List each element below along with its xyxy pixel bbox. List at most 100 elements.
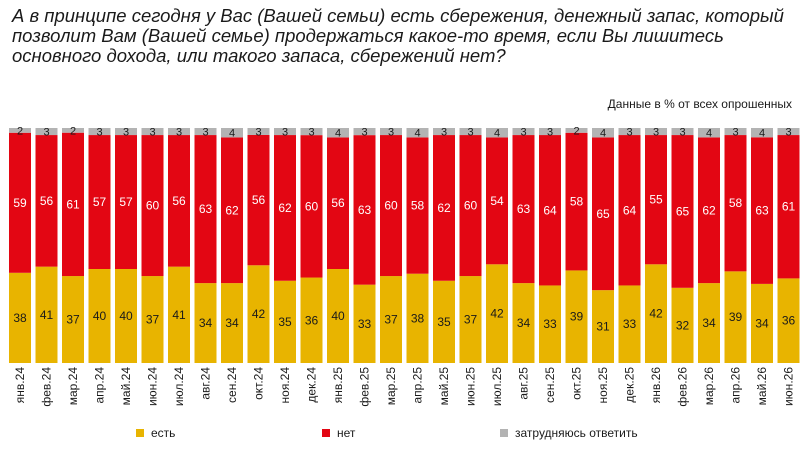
bar-segment-unsure bbox=[592, 128, 614, 138]
x-axis-labels: янв.24 фев.24 мар.24 апр.24 май.24 июн.24 июл.… bbox=[13, 367, 796, 407]
data-label-yes: 42 bbox=[490, 307, 504, 321]
bar-segment-unsure bbox=[698, 128, 720, 138]
bar-segment-unsure bbox=[406, 128, 429, 138]
data-label-no: 58 bbox=[411, 199, 425, 213]
data-label-unsure: 3 bbox=[255, 126, 261, 138]
bar-segment-unsure bbox=[539, 128, 561, 136]
bar-segment-unsure bbox=[380, 128, 402, 136]
data-label-no: 63 bbox=[358, 203, 372, 217]
legend-swatch-yes bbox=[136, 429, 144, 437]
bar-segment-yes bbox=[115, 269, 137, 363]
bar-segment-yes bbox=[539, 285, 561, 363]
legend-item-unsure: затрудняюсь ответить bbox=[500, 426, 638, 440]
data-label-unsure: 3 bbox=[43, 127, 49, 139]
bar-segment-no bbox=[777, 135, 800, 279]
bar-segment-no bbox=[645, 135, 667, 265]
data-label-unsure: 3 bbox=[441, 127, 447, 139]
bar-segment-no bbox=[168, 135, 190, 267]
data-label-yes: 38 bbox=[411, 311, 425, 325]
bar-segment-no bbox=[486, 137, 508, 265]
legend-label-no: нет bbox=[337, 426, 356, 440]
bar-segment-no bbox=[433, 135, 455, 281]
data-label-no: 64 bbox=[543, 203, 557, 217]
bar-segment-unsure bbox=[645, 128, 667, 136]
x-tick-label: сен.25 bbox=[543, 367, 557, 403]
data-label-unsure: 3 bbox=[149, 127, 155, 139]
bar-segment-no bbox=[62, 132, 84, 277]
bar-segment-no bbox=[35, 135, 58, 267]
data-label-no: 63 bbox=[755, 204, 769, 218]
data-label-no: 64 bbox=[623, 203, 637, 217]
data-label-yes: 37 bbox=[464, 313, 478, 327]
data-label-unsure: 4 bbox=[759, 128, 765, 140]
bar-segment-yes bbox=[221, 283, 243, 363]
bar-segment-no bbox=[327, 137, 349, 269]
bar-segment-yes bbox=[592, 290, 614, 363]
bar-segment-yes bbox=[406, 273, 429, 363]
data-label-no: 57 bbox=[119, 195, 133, 209]
data-label-no: 56 bbox=[252, 193, 266, 207]
bar-segment-no bbox=[88, 135, 111, 269]
data-label-yes: 35 bbox=[278, 315, 292, 329]
x-tick-label: авг.24 bbox=[199, 367, 213, 400]
data-label-yes: 40 bbox=[119, 309, 133, 323]
x-tick-label: дек.24 bbox=[305, 367, 319, 403]
data-label-unsure: 3 bbox=[785, 127, 791, 139]
data-label-yes: 32 bbox=[676, 318, 690, 332]
data-label-no: 56 bbox=[172, 194, 186, 208]
bar-segment-unsure bbox=[433, 128, 455, 136]
bar-segment-yes bbox=[698, 283, 720, 363]
legend-item-yes: есть bbox=[136, 426, 175, 440]
bar-segment-yes bbox=[353, 284, 376, 363]
data-label-yes: 42 bbox=[649, 307, 663, 321]
data-label-no: 56 bbox=[331, 196, 345, 210]
bar-segment-unsure bbox=[486, 128, 508, 138]
bar-segment-yes bbox=[168, 266, 190, 363]
data-label-unsure: 3 bbox=[626, 127, 632, 139]
x-tick-label: июн.25 bbox=[464, 367, 478, 406]
data-label-yes: 36 bbox=[782, 314, 796, 328]
data-label-no: 61 bbox=[66, 197, 80, 211]
x-tick-label: май.26 bbox=[755, 367, 769, 406]
data-label-yes: 41 bbox=[40, 308, 54, 322]
bar-segment-yes bbox=[274, 280, 296, 363]
bar-segment-yes bbox=[62, 276, 84, 363]
data-label-yes: 31 bbox=[596, 320, 610, 334]
data-label-yes: 40 bbox=[93, 309, 107, 323]
bar-segment-no bbox=[353, 135, 376, 285]
bar-segment-yes bbox=[300, 277, 323, 363]
bar-segment-unsure bbox=[459, 128, 482, 136]
data-label-unsure: 3 bbox=[308, 127, 314, 139]
bar-segment-yes bbox=[9, 272, 31, 363]
bar-segment-no bbox=[274, 135, 296, 281]
data-label-yes: 33 bbox=[358, 317, 372, 331]
bar-segment-yes bbox=[380, 276, 402, 363]
data-label-unsure: 3 bbox=[653, 127, 659, 139]
x-tick-label: ноя.24 bbox=[278, 367, 292, 404]
bar-segment-yes bbox=[777, 278, 800, 363]
bar-segment-no bbox=[221, 137, 243, 284]
legend-label-yes: есть bbox=[151, 426, 176, 440]
x-tick-label: ноя.25 bbox=[596, 367, 610, 404]
data-label-no: 62 bbox=[225, 203, 239, 217]
data-label-yes: 36 bbox=[305, 313, 319, 327]
data-label-yes: 37 bbox=[66, 313, 80, 327]
data-label-yes: 40 bbox=[331, 309, 345, 323]
bar-segment-unsure bbox=[671, 128, 694, 136]
data-label-yes: 39 bbox=[729, 310, 743, 324]
data-label-no: 60 bbox=[305, 199, 319, 213]
data-label-no: 62 bbox=[278, 201, 292, 215]
data-label-no: 62 bbox=[702, 203, 716, 217]
legend-swatch-unsure bbox=[500, 429, 508, 437]
data-label-unsure: 4 bbox=[600, 128, 606, 140]
bar-segment-unsure bbox=[35, 128, 58, 136]
x-tick-label: мар.24 bbox=[66, 367, 80, 406]
chart-title: А в принципе сегодня у Вас (Вашей семьи)… bbox=[12, 5, 784, 66]
bar-segment-unsure bbox=[751, 128, 773, 138]
data-label-unsure: 3 bbox=[96, 127, 102, 139]
x-tick-label: апр.26 bbox=[729, 367, 743, 404]
bar-segment-no bbox=[459, 135, 482, 277]
data-label-yes: 39 bbox=[570, 310, 584, 324]
bar-segment-unsure bbox=[777, 128, 800, 136]
x-tick-label: авг.25 bbox=[517, 367, 531, 400]
